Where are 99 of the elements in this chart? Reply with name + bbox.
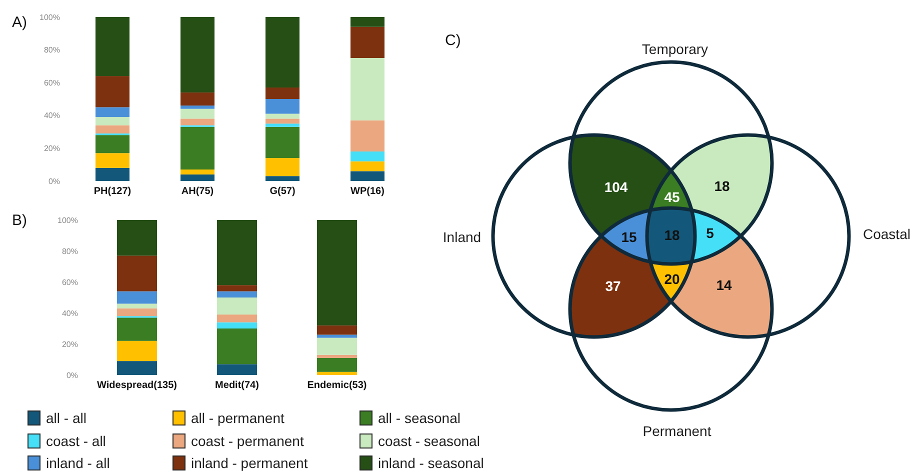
bar — [117, 220, 157, 256]
y-tick-label: 0% — [66, 370, 78, 380]
y-tick-label: 60% — [62, 278, 78, 287]
text: Temporary — [642, 40, 708, 57]
text: 14 — [716, 276, 732, 293]
bar — [117, 361, 157, 375]
bar — [350, 58, 384, 120]
bar — [180, 118, 214, 126]
bar — [96, 76, 130, 108]
chart-title: A) — [12, 14, 28, 31]
bar — [266, 17, 300, 88]
text: Coastal — [863, 226, 910, 242]
bar — [180, 170, 214, 174]
bar — [350, 171, 384, 181]
bar — [317, 325, 357, 335]
bar — [350, 151, 384, 162]
bar — [117, 308, 157, 316]
bar — [217, 291, 257, 298]
bar — [180, 174, 214, 181]
y-tick-label: 100% — [58, 216, 78, 225]
bar — [266, 158, 300, 176]
bar — [117, 340, 157, 362]
bar — [217, 322, 257, 328]
y-tick-label: 20% — [62, 340, 78, 349]
text: Inland — [442, 228, 482, 245]
y-tick-label: 100% — [40, 12, 60, 22]
bar — [266, 126, 300, 158]
text: 20 — [664, 270, 680, 287]
legend-label: coast - seasonal — [378, 433, 480, 449]
text: 45 — [664, 188, 680, 205]
bar — [317, 338, 357, 355]
bar — [96, 117, 130, 126]
legend-label: all - all — [46, 410, 86, 426]
bar — [217, 298, 257, 315]
y-tick-label: 60% — [44, 78, 60, 88]
bar — [96, 107, 130, 118]
text: 37 — [605, 278, 621, 294]
bar — [317, 334, 357, 338]
bar — [317, 220, 357, 326]
bar — [266, 114, 300, 119]
bar — [117, 291, 157, 304]
bar — [217, 328, 257, 364]
y-tick-label: 80% — [62, 246, 78, 256]
bar — [180, 106, 214, 109]
bar — [217, 220, 257, 286]
text: C) — [445, 32, 461, 49]
bar — [117, 304, 157, 308]
legend-label: inland - seasonal — [378, 455, 484, 471]
bar — [317, 372, 357, 375]
bar — [117, 256, 157, 292]
bar — [96, 153, 130, 168]
x-tick-label: Endemic(53) — [307, 380, 367, 391]
legend-label: all - seasonal — [378, 410, 460, 426]
bar — [217, 314, 257, 322]
bar — [217, 364, 257, 375]
text: 18 — [664, 226, 680, 243]
bar — [317, 358, 357, 372]
y-tick-label: 20% — [44, 144, 60, 153]
bar — [350, 17, 384, 27]
text: 104 — [604, 178, 628, 195]
x-tick-label: Widespread(135) — [97, 380, 177, 391]
legend-label: all - permanent — [191, 410, 284, 426]
bar — [117, 318, 157, 341]
bar — [350, 26, 384, 58]
legend-label: coast - permanent — [191, 433, 304, 449]
bar — [217, 285, 257, 292]
text: 15 — [621, 228, 637, 245]
x-tick-label: PH(127) — [94, 186, 132, 197]
bar — [180, 92, 214, 106]
y-tick-label: 40% — [62, 308, 78, 318]
bar — [266, 88, 300, 99]
text: Permanent — [642, 422, 712, 439]
bar — [266, 118, 300, 124]
bar — [96, 135, 130, 154]
bar — [266, 99, 300, 114]
bar — [180, 126, 214, 170]
bar — [96, 17, 130, 76]
text: 18 — [714, 178, 730, 194]
x-tick-label: AH(75) — [181, 186, 214, 197]
bar — [96, 168, 130, 181]
text: 5 — [706, 224, 714, 241]
bar — [96, 125, 130, 134]
bar — [266, 124, 300, 127]
legend-label: inland - permanent — [191, 455, 308, 471]
legend-label: inland - all — [46, 455, 110, 471]
bar — [317, 354, 357, 358]
chart-title: B) — [12, 212, 28, 229]
legend-label: coast - all — [46, 433, 106, 449]
x-tick-label: G(57) — [270, 186, 296, 197]
y-tick-label: 0% — [48, 176, 60, 186]
bar — [266, 176, 300, 181]
y-tick-label: 40% — [44, 111, 60, 120]
bar — [350, 120, 384, 152]
bar — [350, 161, 384, 172]
x-tick-label: WP(16) — [350, 186, 384, 197]
x-tick-label: Medit(74) — [215, 380, 259, 391]
y-tick-label: 80% — [44, 46, 60, 55]
bar — [180, 17, 214, 92]
bar — [180, 108, 214, 119]
